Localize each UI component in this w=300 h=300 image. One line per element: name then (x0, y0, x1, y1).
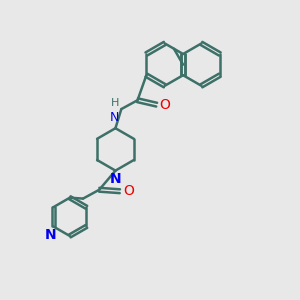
Text: N: N (110, 110, 119, 124)
Text: H: H (111, 98, 119, 108)
Text: N: N (110, 172, 121, 186)
Text: O: O (123, 184, 134, 198)
Text: O: O (160, 98, 170, 112)
Text: N: N (44, 228, 56, 242)
